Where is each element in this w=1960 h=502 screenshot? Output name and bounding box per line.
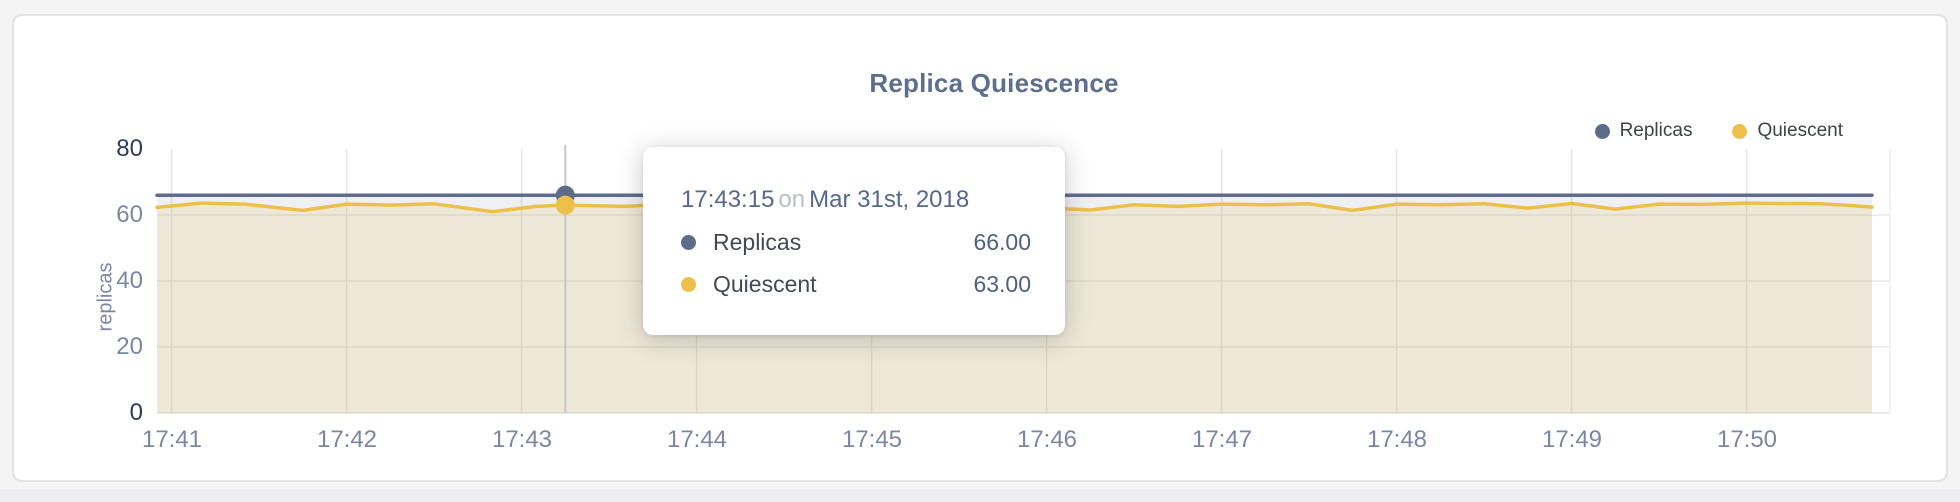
legend-label-quiescent: Quiescent	[1757, 120, 1843, 141]
replicas-series-dot-icon	[1594, 123, 1610, 139]
legend-item-replicas[interactable]: Replicas	[1594, 120, 1693, 142]
next-card-edge	[0, 489, 1960, 502]
legend-label-replicas: Replicas	[1619, 120, 1693, 141]
replicas-dot-icon	[681, 234, 696, 250]
y-tick-label: 40	[116, 267, 143, 294]
legend: Replicas Quiescent	[1594, 120, 1843, 142]
tooltip-series-value: 66.00	[973, 228, 1031, 255]
x-tick-label: 17:42	[316, 426, 378, 453]
chart-title: Replica Quiescence	[869, 68, 1119, 98]
y-tick-label: 60	[116, 201, 143, 228]
tooltip-time: 17:43:15	[681, 186, 775, 213]
tooltip-row-quiescent: Quiescent 63.00	[681, 271, 1031, 297]
tooltip-series-name: Quiescent	[713, 270, 817, 297]
legend-item-quiescent[interactable]: Quiescent	[1732, 120, 1843, 142]
x-tick-label: 17:45	[841, 426, 903, 453]
tooltip-conjunction: on	[778, 186, 806, 213]
x-tick-label: 17:48	[1366, 426, 1428, 453]
quiescent-dot-icon	[681, 276, 696, 292]
x-tick-label: 17:50	[1716, 426, 1778, 453]
y-tick-label: 0	[129, 399, 143, 426]
tooltip-row-replicas: Replicas 66.00	[681, 229, 1031, 255]
x-tick-label: 17:46	[1016, 426, 1078, 453]
x-tick-label: 17:47	[1191, 426, 1253, 453]
quiescent-hover-marker	[555, 195, 575, 215]
y-tick-label: 20	[116, 333, 143, 360]
quiescent-series-dot-icon	[1732, 123, 1748, 139]
hover-tooltip: 17:43:15 on Mar 31st, 2018 Replicas 66.00 …	[643, 147, 1065, 335]
y-tick-label: 80	[116, 135, 143, 162]
x-tick-label: 17:49	[1541, 426, 1603, 453]
x-tick-label: 17:41	[141, 426, 203, 453]
tooltip-header: 17:43:15 on Mar 31st, 2018	[681, 187, 1031, 213]
x-tick-label: 17:43	[491, 426, 553, 453]
tooltip-series-value: 63.00	[973, 270, 1031, 297]
x-tick-label: 17:44	[666, 426, 728, 453]
tooltip-series-name: Replicas	[713, 228, 802, 255]
tooltip-date: Mar 31st, 2018	[809, 186, 970, 213]
chart-card: Replica Quiescence Replicas Quiescent re…	[12, 14, 1948, 482]
